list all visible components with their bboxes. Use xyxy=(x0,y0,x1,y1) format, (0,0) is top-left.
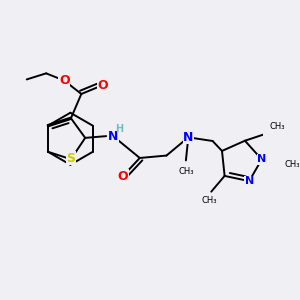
Text: CH₃: CH₃ xyxy=(269,122,285,131)
Text: CH₃: CH₃ xyxy=(202,196,217,205)
Text: H: H xyxy=(115,124,123,134)
Text: N: N xyxy=(257,154,266,164)
Text: O: O xyxy=(98,79,108,92)
Text: N: N xyxy=(183,131,194,144)
Text: CH₃: CH₃ xyxy=(178,167,194,176)
Text: CH₃: CH₃ xyxy=(285,160,300,169)
Text: N: N xyxy=(244,176,254,186)
Text: S: S xyxy=(66,152,75,165)
Text: O: O xyxy=(118,170,128,183)
Text: N: N xyxy=(108,130,118,142)
Text: O: O xyxy=(59,74,70,87)
